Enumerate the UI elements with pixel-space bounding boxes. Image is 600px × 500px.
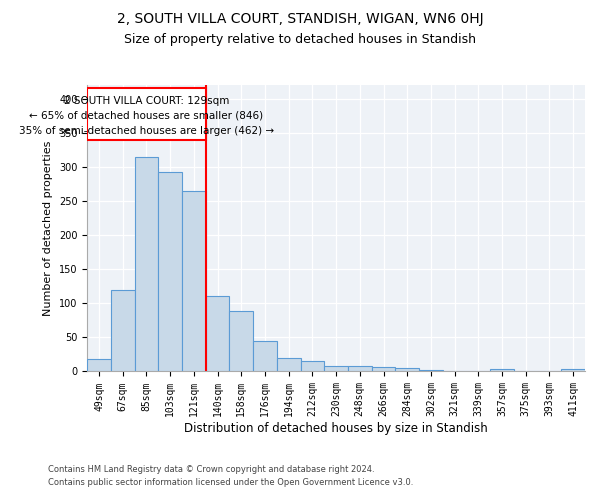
Bar [182, 190, 206, 372]
Text: ← 65% of detached houses are smaller (846): ← 65% of detached houses are smaller (84… [29, 110, 263, 120]
Bar [253, 342, 277, 372]
Bar [371, 366, 395, 372]
Bar [277, 358, 301, 372]
Bar [87, 359, 111, 372]
Bar [466, 371, 490, 372]
Y-axis label: Number of detached properties: Number of detached properties [43, 140, 53, 316]
Bar [134, 158, 158, 372]
Bar [490, 368, 514, 372]
Text: Contains HM Land Registry data © Crown copyright and database right 2024.: Contains HM Land Registry data © Crown c… [48, 466, 374, 474]
Bar [87, 88, 206, 140]
Text: 35% of semi-detached houses are larger (462) →: 35% of semi-detached houses are larger (… [19, 126, 274, 136]
Bar [301, 361, 324, 372]
Bar [419, 370, 443, 372]
Bar [324, 366, 348, 372]
Bar [111, 290, 134, 372]
Bar [229, 312, 253, 372]
Bar [561, 370, 585, 372]
Text: 2, SOUTH VILLA COURT, STANDISH, WIGAN, WN6 0HJ: 2, SOUTH VILLA COURT, STANDISH, WIGAN, W… [116, 12, 484, 26]
Bar [443, 371, 466, 372]
Bar [348, 366, 371, 372]
Bar [206, 296, 229, 372]
Bar [395, 368, 419, 372]
X-axis label: Distribution of detached houses by size in Standish: Distribution of detached houses by size … [184, 422, 488, 435]
Bar [538, 371, 561, 372]
Text: Contains public sector information licensed under the Open Government Licence v3: Contains public sector information licen… [48, 478, 413, 487]
Text: Size of property relative to detached houses in Standish: Size of property relative to detached ho… [124, 32, 476, 46]
Bar [514, 371, 538, 372]
Bar [158, 172, 182, 372]
Text: 2 SOUTH VILLA COURT: 129sqm: 2 SOUTH VILLA COURT: 129sqm [64, 96, 229, 106]
